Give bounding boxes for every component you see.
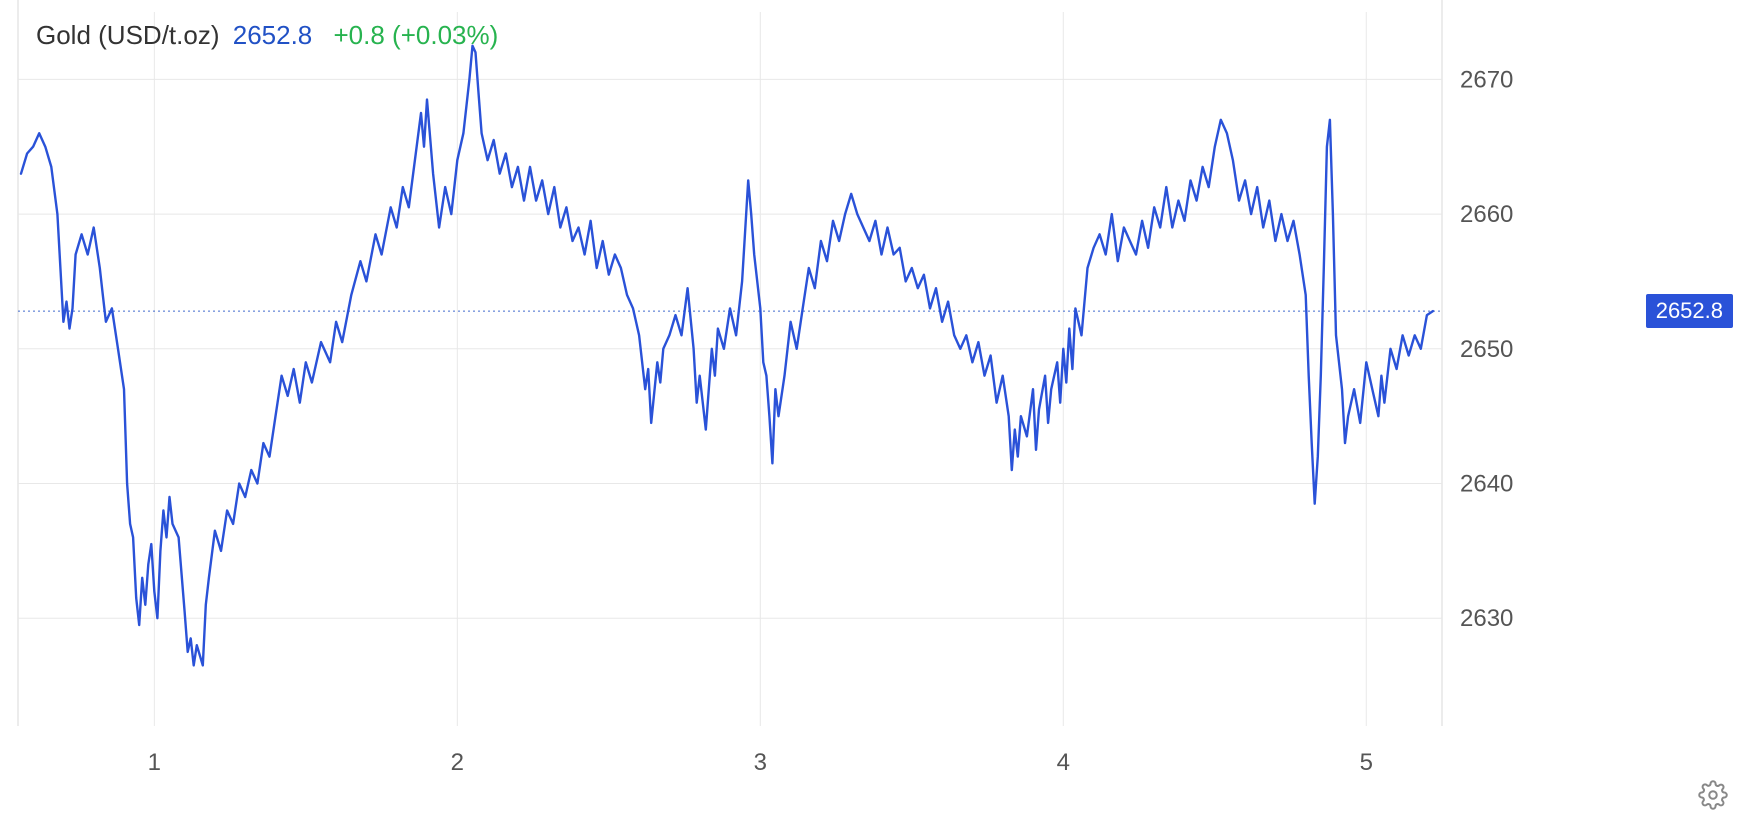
x-axis-tick: 3 (754, 749, 767, 776)
settings-icon[interactable] (1698, 780, 1728, 810)
current-price-badge: 2652.8 (1646, 294, 1733, 328)
y-axis-tick: 2650 (1460, 336, 1513, 363)
instrument-title: Gold (USD/t.oz) (36, 20, 220, 50)
chart-header: Gold (USD/t.oz) 2652.8 +0.8 (+0.03%) (36, 20, 498, 51)
y-axis-tick: 2630 (1460, 605, 1513, 632)
x-axis-tick: 1 (148, 749, 161, 776)
price-change: +0.8 (+0.03%) (334, 20, 499, 50)
y-axis-tick: 2670 (1460, 66, 1513, 93)
x-axis-tick: 5 (1360, 749, 1373, 776)
price-chart[interactable]: 2630 2640 2650 2660 2670 1 2 3 4 5 (0, 0, 1742, 824)
price-series (21, 46, 1433, 666)
y-axis-tick: 2640 (1460, 471, 1513, 498)
x-axis-tick: 4 (1057, 749, 1070, 776)
chart-container: Gold (USD/t.oz) 2652.8 +0.8 (+0.03%) 263… (0, 0, 1742, 824)
x-axis-tick: 2 (451, 749, 464, 776)
last-price: 2652.8 (233, 20, 313, 50)
y-axis-tick: 2660 (1460, 201, 1513, 228)
